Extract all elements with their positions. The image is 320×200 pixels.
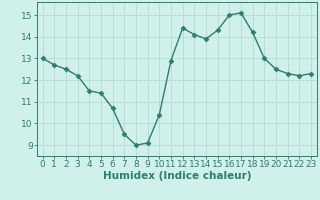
X-axis label: Humidex (Indice chaleur): Humidex (Indice chaleur) — [102, 171, 251, 181]
